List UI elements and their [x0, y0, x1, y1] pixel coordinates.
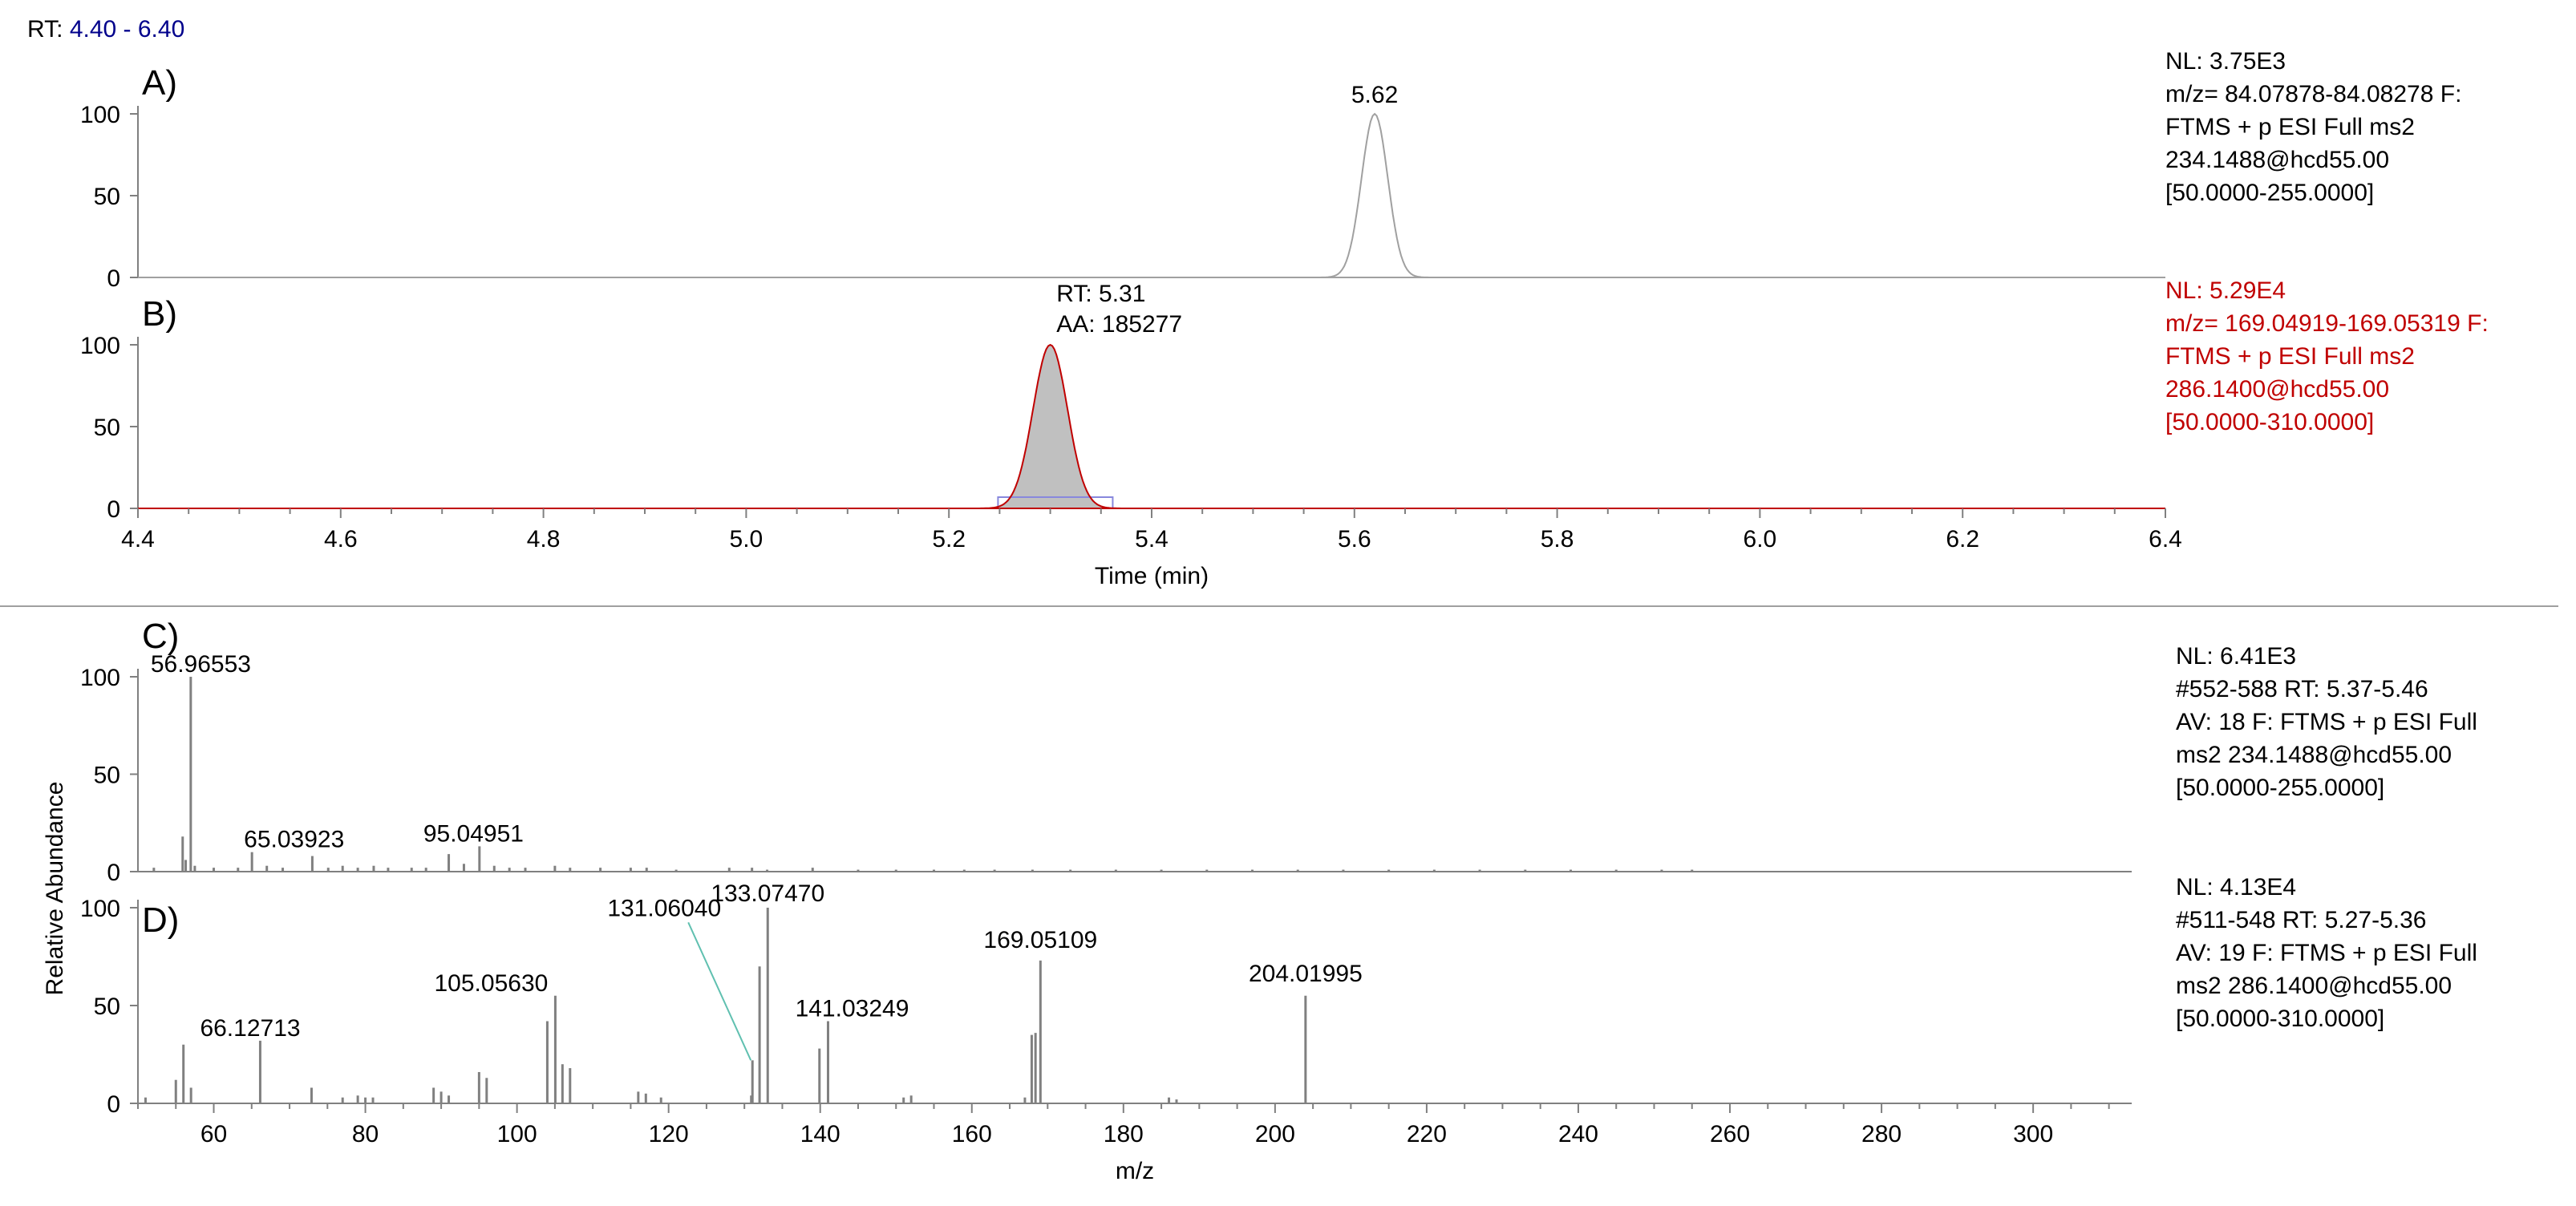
x-tick-label: 240	[1558, 1121, 1598, 1147]
peak-label: 95.04951	[423, 820, 524, 847]
y-tick-label: 50	[94, 184, 120, 210]
x-axis-title: m/z	[1116, 1158, 1154, 1184]
x-tick-label: 6.0	[1744, 526, 1777, 552]
label-leader-line	[687, 921, 752, 1061]
peak-label: 169.05109	[983, 927, 1097, 953]
y-tick-label: 50	[94, 763, 120, 789]
x-tick-label: 4.6	[324, 526, 358, 552]
y-tick-label: 0	[107, 1091, 120, 1118]
integrated-peak-area	[999, 345, 1112, 508]
scan-info-line: #511-548 RT: 5.27-5.36	[2176, 907, 2426, 933]
panel-label: B)	[142, 294, 177, 334]
x-tick-label: 5.8	[1541, 526, 1574, 552]
x-tick-label: 280	[1861, 1121, 1902, 1147]
x-tick-label: 5.4	[1135, 526, 1169, 552]
panel-label: A)	[142, 63, 177, 103]
x-tick-label: 6.2	[1946, 526, 1979, 552]
x-tick-label: 180	[1104, 1121, 1144, 1147]
x-tick-label: 5.6	[1338, 526, 1371, 552]
scan-info-line: NL: 4.13E4	[2176, 874, 2296, 900]
scan-info-line: ms2 234.1488@hcd55.00	[2176, 742, 2452, 768]
x-tick-label: 200	[1255, 1121, 1295, 1147]
panel-label: C)	[142, 617, 179, 656]
y-tick-label: 100	[80, 665, 120, 691]
y-axis-title: Relative Abundance	[42, 782, 68, 996]
scan-info-line: AV: 19 F: FTMS + p ESI Full	[2176, 940, 2477, 966]
peak-label: 56.96553	[151, 651, 251, 678]
spectrum-panel-C: 0 50 100 C)56.96553 65.03923 95.04951 NL: 6.41…	[80, 617, 2477, 886]
trace-line	[138, 343, 2165, 509]
scan-info-line: ms2 286.1400@hcd55.00	[2176, 973, 2452, 999]
x-tick-label: 100	[497, 1121, 537, 1147]
panel-label: D)	[142, 900, 179, 940]
x-tick-label: 120	[649, 1121, 689, 1147]
x-tick-label: 6.4	[2149, 526, 2182, 552]
x-tick-label: 160	[952, 1121, 992, 1147]
scan-info-line: #552-588 RT: 5.37-5.46	[2176, 676, 2428, 702]
x-tick-label: 300	[2013, 1121, 2053, 1147]
rt-range-label: RT: 4.40 - 6.40	[27, 16, 184, 42]
y-tick-label: 100	[80, 896, 120, 922]
x-tick-label: 5.2	[932, 526, 966, 552]
peak-label: 141.03249	[796, 996, 909, 1022]
y-tick-label: 50	[94, 994, 120, 1020]
scan-info-line: NL: 5.29E4	[2165, 277, 2286, 304]
peak-label: 133.07470	[711, 880, 824, 907]
x-tick-label: 5.0	[730, 526, 763, 552]
chromatogram-panel-B: 0 50 100 B) RT: 5.31 AA: 185277 4.4 4.6 4.8 5.0 5.…	[80, 277, 2489, 589]
scan-info-line: FTMS + p ESI Full ms2	[2165, 114, 2415, 140]
peak-label: 131.06040	[607, 895, 721, 921]
trace-line	[138, 112, 2165, 278]
peak-annotation: AA: 185277	[1056, 311, 1182, 338]
peak-annotation: 5.62	[1351, 82, 1398, 108]
scan-info-line: AV: 18 F: FTMS + p ESI Full	[2176, 709, 2477, 735]
peak-label: 65.03923	[244, 827, 344, 853]
scan-info-line: [50.0000-255.0000]	[2165, 180, 2374, 206]
rt-range-value: 4.40 - 6.40	[70, 16, 184, 42]
x-tick-label: 220	[1407, 1121, 1447, 1147]
x-axis-title: Time (min)	[1095, 563, 1209, 589]
peak-label: 204.01995	[1249, 961, 1363, 987]
y-tick-label: 50	[94, 415, 120, 441]
scan-info-line: 234.1488@hcd55.00	[2165, 147, 2389, 173]
y-tick-label: 0	[107, 265, 120, 292]
scan-info-line: [50.0000-310.0000]	[2176, 1006, 2384, 1032]
x-tick-label: 4.4	[121, 526, 155, 552]
x-tick-label: 60	[200, 1121, 227, 1147]
scan-info-line: m/z= 169.04919-169.05319 F:	[2165, 310, 2489, 337]
peak-label: 105.05630	[435, 970, 549, 997]
scan-info-line: FTMS + p ESI Full ms2	[2165, 343, 2415, 370]
y-tick-label: 0	[107, 496, 120, 523]
scan-info-line: [50.0000-255.0000]	[2176, 775, 2384, 801]
peak-label: 66.12713	[200, 1015, 300, 1042]
scan-info-line: NL: 6.41E3	[2176, 643, 2296, 670]
scan-info-line: 286.1400@hcd55.00	[2165, 376, 2389, 403]
scan-info-line: NL: 3.75E3	[2165, 48, 2286, 75]
chromatogram-panel-A: 0 50 100 A) 5.62 NL: 3.75E3 m/z= 84.07878-84.0…	[80, 48, 2461, 292]
x-tick-label: 80	[352, 1121, 379, 1147]
x-tick-label: 260	[1710, 1121, 1750, 1147]
spectrum-panel-D: 0 50 100 D) 66.12713 105.05630 131.06040133.07…	[42, 782, 2477, 1184]
scan-info-line: [50.0000-310.0000]	[2165, 409, 2374, 435]
scan-info-line: m/z= 84.07878-84.08278 F:	[2165, 81, 2461, 107]
x-tick-label: 4.8	[527, 526, 561, 552]
y-tick-label: 0	[107, 860, 120, 886]
peak-annotation: RT: 5.31	[1056, 281, 1145, 307]
x-tick-label: 140	[800, 1121, 840, 1147]
y-tick-label: 100	[80, 102, 120, 128]
y-tick-label: 100	[80, 333, 120, 359]
